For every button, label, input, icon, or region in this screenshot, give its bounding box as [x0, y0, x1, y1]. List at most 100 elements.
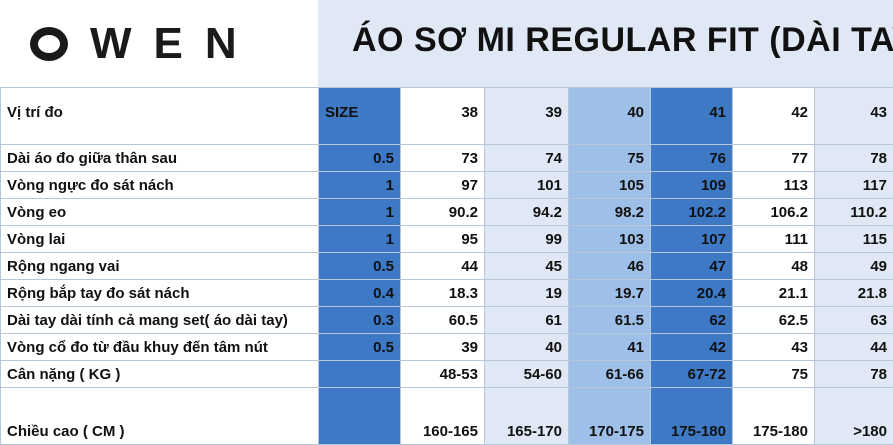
size-value-cell: 45: [485, 253, 569, 280]
page-title: ÁO SƠ MI REGULAR FIT (DÀI TAY): [352, 21, 893, 60]
size-value-cell: 61.5: [569, 307, 651, 334]
size-table: Vị trí đo SIZE 38 39 40 41 42 43 Dài áo …: [0, 87, 893, 445]
size-value-cell: 175-180: [651, 388, 733, 445]
measurement-label: Vòng ngực đo sát nách: [1, 172, 319, 199]
size-value-cell: 20.4: [651, 280, 733, 307]
size-value-cell: 117: [815, 172, 893, 199]
size-value-cell: 18.3: [401, 280, 485, 307]
size-42-header: 42: [733, 88, 815, 145]
size-value-cell: 48: [733, 253, 815, 280]
size-value-cell: 103: [569, 226, 651, 253]
size-value-cell: 21.1: [733, 280, 815, 307]
size-value-cell: 99: [485, 226, 569, 253]
measurement-label: Chiều cao ( CM ): [1, 388, 319, 445]
size-value-cell: 78: [815, 361, 893, 388]
size-value-cell: 111: [733, 226, 815, 253]
size-value-cell: 47: [651, 253, 733, 280]
size-38-header: 38: [401, 88, 485, 145]
size-value-cell: 44: [401, 253, 485, 280]
size-value-cell: 77: [733, 145, 815, 172]
size-value-cell: 101: [485, 172, 569, 199]
title-cell: ÁO SƠ MI REGULAR FIT (DÀI TAY): [318, 0, 893, 88]
size-value-cell: 46: [569, 253, 651, 280]
size-value-cell: 110.2: [815, 199, 893, 226]
tolerance-cell: 1: [319, 226, 401, 253]
size-value-cell: 75: [569, 145, 651, 172]
size-header: SIZE: [319, 88, 401, 145]
size-value-cell: 49: [815, 253, 893, 280]
size-value-cell: 109: [651, 172, 733, 199]
size-value-cell: 76: [651, 145, 733, 172]
tolerance-cell: 0.5: [319, 334, 401, 361]
tolerance-cell: 0.5: [319, 145, 401, 172]
size-value-cell: 63: [815, 307, 893, 334]
size-value-cell: 40: [485, 334, 569, 361]
size-value-cell: 170-175: [569, 388, 651, 445]
size-value-cell: 75: [733, 361, 815, 388]
size-value-cell: 61-66: [569, 361, 651, 388]
size-value-cell: 42: [651, 334, 733, 361]
size-value-cell: 39: [401, 334, 485, 361]
size-value-cell: 74: [485, 145, 569, 172]
size-value-cell: 98.2: [569, 199, 651, 226]
logo-o-mark: [30, 27, 68, 61]
size-value-cell: 113: [733, 172, 815, 199]
measure-position-header: Vị trí đo: [1, 88, 319, 145]
tolerance-cell: [319, 361, 401, 388]
size-value-cell: 60.5: [401, 307, 485, 334]
measurement-label: Cân nặng ( KG ): [1, 361, 319, 388]
measurement-label: Dài áo đo giữa thân sau: [1, 145, 319, 172]
size-value-cell: 44: [815, 334, 893, 361]
size-value-cell: 43: [733, 334, 815, 361]
size-value-cell: 107: [651, 226, 733, 253]
tolerance-cell: 0.5: [319, 253, 401, 280]
size-value-cell: 160-165: [401, 388, 485, 445]
logo-cell: WEN: [0, 0, 319, 87]
measurement-label: Vòng eo: [1, 199, 319, 226]
size-value-cell: 61: [485, 307, 569, 334]
table-row: Dài tay dài tính cả mang set( áo dài tay…: [1, 307, 893, 334]
measurement-label: Rộng bắp tay đo sát nách: [1, 280, 319, 307]
logo-wordmark: WEN: [90, 19, 259, 69]
size-value-cell: 73: [401, 145, 485, 172]
tolerance-cell: [319, 388, 401, 445]
size-value-cell: 41: [569, 334, 651, 361]
size-value-cell: 102.2: [651, 199, 733, 226]
size-value-cell: 62: [651, 307, 733, 334]
size-value-cell: 62.5: [733, 307, 815, 334]
tolerance-cell: 1: [319, 172, 401, 199]
table-header-row: Vị trí đo SIZE 38 39 40 41 42 43: [1, 88, 893, 145]
size-value-cell: 48-53: [401, 361, 485, 388]
size-value-cell: 105: [569, 172, 651, 199]
measurement-label: Vòng lai: [1, 226, 319, 253]
size-40-header: 40: [569, 88, 651, 145]
tolerance-cell: 0.4: [319, 280, 401, 307]
measurement-label: Rộng ngang vai: [1, 253, 319, 280]
size-value-cell: 21.8: [815, 280, 893, 307]
size-value-cell: 97: [401, 172, 485, 199]
size-41-header: 41: [651, 88, 733, 145]
size-39-header: 39: [485, 88, 569, 145]
size-value-cell: 67-72: [651, 361, 733, 388]
size-value-cell: 90.2: [401, 199, 485, 226]
measurement-label: Dài tay dài tính cả mang set( áo dài tay…: [1, 307, 319, 334]
size-value-cell: 165-170: [485, 388, 569, 445]
header: WEN ÁO SƠ MI REGULAR FIT (DÀI TAY): [0, 0, 893, 87]
size-value-cell: 95: [401, 226, 485, 253]
size-value-cell: 19: [485, 280, 569, 307]
tolerance-cell: 0.3: [319, 307, 401, 334]
size-43-header: 43: [815, 88, 893, 145]
size-value-cell: 106.2: [733, 199, 815, 226]
tolerance-cell: 1: [319, 199, 401, 226]
size-value-cell: 78: [815, 145, 893, 172]
